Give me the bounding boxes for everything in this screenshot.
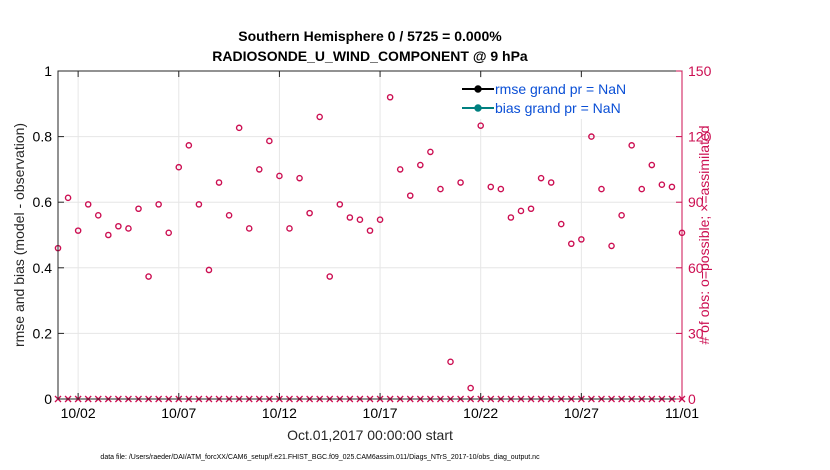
obs-possible-point bbox=[386, 93, 394, 101]
obs-possible-point bbox=[376, 216, 384, 223]
legend-rmse-label: rmse grand pr = NaN bbox=[495, 81, 626, 97]
obs-possible-point bbox=[557, 220, 565, 228]
chart-title-line2: RADIOSONDE_U_WIND_COMPONENT @ 9 hPa bbox=[212, 48, 528, 64]
obs-possible-point bbox=[396, 166, 404, 173]
obs-possible-point bbox=[135, 205, 142, 213]
obs-possible-point bbox=[537, 174, 545, 182]
plot-area bbox=[58, 71, 682, 399]
legend-bias-label: bias grand pr = NaN bbox=[495, 100, 621, 116]
obs-possible-point bbox=[74, 227, 82, 234]
obs-possible-point bbox=[507, 214, 515, 221]
obs-possible-point bbox=[165, 229, 173, 237]
obs-possible-point bbox=[215, 179, 223, 186]
x-tick-label: 10/17 bbox=[363, 405, 398, 421]
legend: rmse grand pr = NaN bias grand pr = NaN bbox=[458, 78, 646, 119]
y-left-tick-label: 0.4 bbox=[33, 260, 53, 276]
y-left-tick-label: 0.6 bbox=[33, 194, 53, 210]
obs-possible-point bbox=[276, 172, 283, 180]
x-tick-label: 10/27 bbox=[564, 405, 599, 421]
chart-title-line1: Southern Hemisphere 0 / 5725 = 0.000% bbox=[238, 28, 502, 44]
obs-possible-point bbox=[225, 212, 233, 219]
obs-possible-point bbox=[648, 161, 656, 169]
obs-possible-point bbox=[205, 266, 213, 274]
obs-possible-point bbox=[487, 183, 495, 191]
obs-possible-point bbox=[306, 209, 313, 217]
obs-possible-point bbox=[64, 194, 72, 202]
x-tick-label: 11/01 bbox=[665, 405, 699, 421]
legend-box bbox=[458, 78, 646, 119]
obs-possible-point bbox=[547, 179, 555, 186]
x-tick-labels: 10/02 10/07 10/12 10/17 10/22 10/27 11/01 bbox=[61, 405, 700, 421]
obs-possible-point bbox=[427, 148, 434, 156]
y-right-axis-label: # of obs: o=possible; ×=assimilated bbox=[696, 125, 712, 344]
obs-possible-point bbox=[235, 124, 243, 132]
obs-possible-point bbox=[658, 181, 666, 189]
obs-possible-point bbox=[527, 205, 535, 213]
x-axis-label: Oct.01,2017 00:00:00 start bbox=[287, 427, 453, 443]
obs-possible-point bbox=[94, 212, 102, 219]
y-right-tick-label: 120 bbox=[688, 129, 712, 145]
x-tick-label: 10/12 bbox=[262, 405, 297, 421]
y-left-tick-label: 0.2 bbox=[33, 325, 53, 341]
obs-possible-point bbox=[105, 231, 112, 239]
obs-possible-point bbox=[145, 273, 152, 280]
obs-possible-point bbox=[286, 225, 293, 232]
obs-possible-point bbox=[316, 113, 323, 121]
obs-possible-point bbox=[185, 142, 193, 149]
obs-possible-point bbox=[578, 236, 585, 243]
obs-possible-point bbox=[296, 174, 303, 182]
obs-possible-point bbox=[195, 201, 203, 208]
obs-possible-point bbox=[245, 225, 253, 232]
x-tick-label: 10/07 bbox=[161, 405, 196, 421]
obs-possible-point bbox=[567, 240, 575, 248]
axis-ticks bbox=[58, 70, 683, 400]
obs-possible-point bbox=[326, 273, 334, 280]
obs-possible-point bbox=[437, 185, 444, 193]
obs-possible-point bbox=[638, 185, 646, 193]
obs-possible-point bbox=[115, 222, 122, 230]
obs-possible-point bbox=[125, 225, 132, 232]
obs-possible-point bbox=[608, 242, 615, 250]
obs-possible-point bbox=[457, 179, 464, 186]
obs-possible-point bbox=[618, 212, 625, 219]
y-left-axis-label: rmse and bias (model - observation) bbox=[11, 123, 27, 347]
obs-possible-point bbox=[467, 384, 474, 392]
grid bbox=[58, 71, 682, 399]
obs-possible-point bbox=[497, 185, 505, 193]
footer-datafile: data file: /Users/raeder/DAI/ATM_forcXX/… bbox=[100, 454, 540, 461]
y-right-tick-label: 30 bbox=[688, 325, 704, 341]
obs-possible-point bbox=[346, 214, 354, 221]
obs-possible-point bbox=[417, 161, 424, 169]
legend-rmse-marker bbox=[474, 85, 482, 93]
obs-possible-point bbox=[336, 201, 344, 208]
legend-bias-marker bbox=[474, 104, 482, 112]
obs-possible-point bbox=[175, 163, 183, 171]
obs-possible-point bbox=[517, 207, 525, 215]
obs-possible-point bbox=[477, 122, 485, 129]
x-tick-label: 10/02 bbox=[61, 405, 96, 421]
y-right-tick-label: 90 bbox=[688, 194, 704, 210]
y-left-tick-labels: 0 0.2 0.4 0.6 0.8 1 bbox=[33, 63, 53, 407]
y-right-tick-label: 150 bbox=[688, 63, 712, 79]
obs-possible-point bbox=[588, 133, 595, 140]
obs-possible-point bbox=[266, 137, 273, 145]
obs-possible-point bbox=[84, 201, 92, 208]
obs-possible-point bbox=[668, 183, 676, 191]
obs-possible-point bbox=[628, 142, 635, 149]
obs-possible-point bbox=[598, 185, 605, 193]
obs-possible-point bbox=[447, 358, 454, 366]
obs-possible-point bbox=[366, 227, 374, 234]
obs-possible-point bbox=[356, 216, 364, 223]
obs-possible-point bbox=[155, 201, 162, 208]
obs-possible-point bbox=[255, 166, 263, 173]
y-right-tick-labels: 0 30 60 90 120 150 bbox=[688, 63, 712, 407]
y-right-tick-label: 60 bbox=[688, 260, 704, 276]
y-left-tick-label: 1 bbox=[44, 63, 52, 79]
x-tick-label: 10/22 bbox=[463, 405, 498, 421]
obs-possible-point bbox=[406, 192, 414, 199]
y-left-tick-label: 0 bbox=[44, 391, 52, 407]
y-right-tick-label: 0 bbox=[688, 391, 696, 407]
y-left-tick-label: 0.8 bbox=[33, 129, 53, 145]
